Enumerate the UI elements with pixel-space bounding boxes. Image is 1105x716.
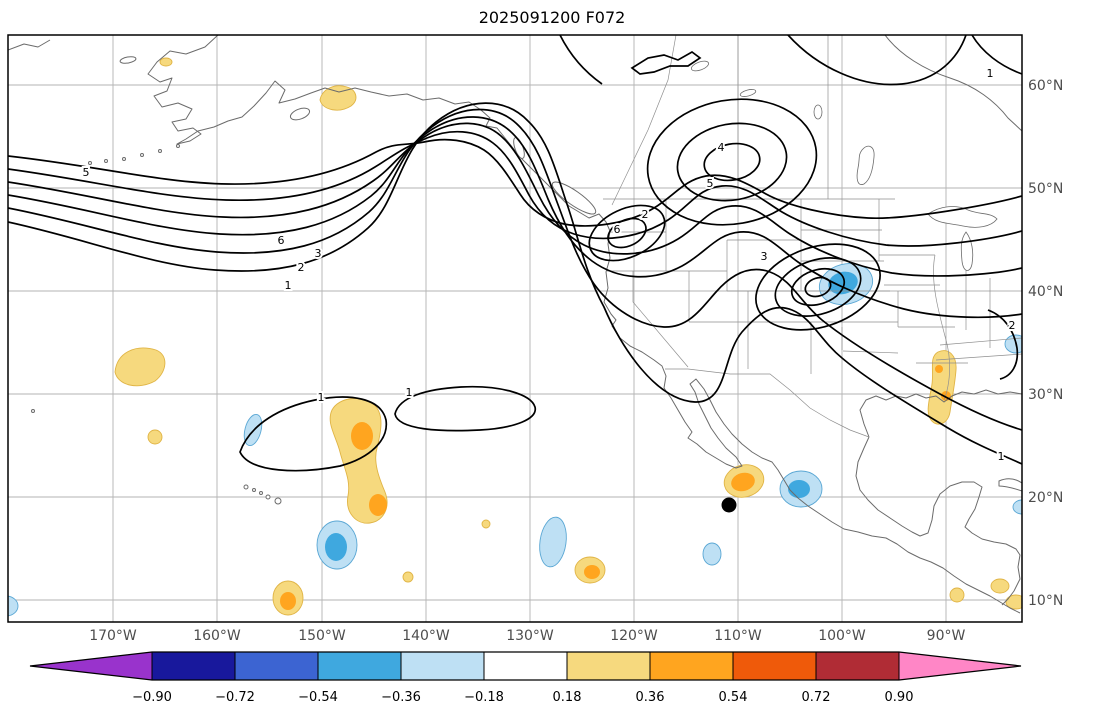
lake-athabasca — [739, 89, 757, 97]
colorbar-segment — [401, 652, 484, 680]
cbar-label: −0.54 — [298, 690, 338, 705]
lon-label: 160°W — [193, 628, 241, 644]
positive-anomaly-cores — [280, 365, 951, 610]
contour-lines — [8, 35, 1022, 472]
lakes — [691, 60, 998, 271]
contour-label: 1 — [318, 391, 325, 404]
lon-label: 150°W — [298, 628, 346, 644]
contour-label: 1 — [998, 450, 1005, 463]
cbar-label: −0.90 — [132, 690, 172, 705]
colorbar-outline — [29, 651, 1022, 681]
plot-title: 2025091200 F072 — [479, 8, 626, 27]
negative-anomaly-cores — [325, 271, 858, 561]
lon-label: 130°W — [506, 628, 554, 644]
contour-label: 2 — [298, 261, 305, 274]
map-frame — [7, 34, 1023, 623]
storm-marker — [721, 497, 737, 513]
cbar-label: −0.36 — [381, 690, 421, 705]
colorbar-dividers — [151, 652, 900, 680]
cbar-label: 0.36 — [636, 690, 665, 705]
colorbar-segment — [733, 652, 816, 680]
cbar-label: −0.18 — [464, 690, 504, 705]
longitude-axis: 170°W 160°W 150°W 140°W 130°W 120°W 110°… — [89, 628, 965, 644]
lon-label: 100°W — [818, 628, 866, 644]
island-speck — [31, 409, 35, 413]
colorbar-tick-labels: −0.90 −0.72 −0.54 −0.36 −0.18 0.18 0.36 … — [132, 690, 913, 705]
coastline-cuba — [998, 478, 1022, 492]
positive-anomaly-shading — [114, 57, 1022, 616]
coastline-pacific — [147, 35, 1021, 614]
cbar-label: 0.90 — [885, 690, 914, 705]
contour-label: 2 — [642, 208, 649, 221]
lat-label: 30°N — [1028, 387, 1063, 403]
lat-label: 50°N — [1028, 181, 1063, 197]
lat-label: 40°N — [1028, 284, 1063, 300]
colorbar-segment — [235, 652, 318, 680]
lon-label: 170°W — [89, 628, 137, 644]
anomaly-shading — [8, 57, 1022, 617]
colorbar-segment — [650, 652, 733, 680]
lake-winnipeg — [856, 145, 875, 185]
latitude-axis: 10°N 20°N 30°N 40°N 50°N 60°N — [1028, 78, 1063, 609]
lake-michigan — [960, 231, 974, 271]
contour-label: 5 — [83, 166, 90, 179]
cbar-label: 0.54 — [719, 690, 748, 705]
lon-label: 90°W — [927, 628, 966, 644]
cbar-label: −0.72 — [215, 690, 255, 705]
cbar-label: 0.72 — [802, 690, 831, 705]
colorbar-segment — [816, 652, 899, 680]
state-borders — [603, 35, 1022, 438]
contour-label: 1 — [406, 386, 413, 399]
lat-label: 10°N — [1028, 593, 1063, 609]
contour-label: 6 — [614, 223, 621, 236]
contour-label: 1 — [987, 67, 994, 80]
contour-label: 2 — [1009, 319, 1016, 332]
coastline-hudson-bay — [884, 35, 1022, 132]
lon-label: 120°W — [610, 628, 658, 644]
contour-label: 4 — [718, 141, 725, 154]
cbar-label: 0.18 — [553, 690, 582, 705]
coastline-gulf-caribbean — [855, 389, 1022, 606]
colorbar-segment — [484, 652, 567, 680]
contour-label: 3 — [315, 247, 322, 260]
lat-label: 60°N — [1028, 78, 1063, 94]
colorbar-segment — [318, 652, 401, 680]
lake-superior — [927, 206, 998, 228]
colorbar-segment — [152, 652, 235, 680]
contour-label: 1 — [285, 279, 292, 292]
lat-label: 20°N — [1028, 490, 1063, 506]
colorbar-extend-right — [899, 652, 1021, 680]
reindeer-lake — [813, 104, 823, 120]
kodiak-island — [289, 107, 311, 121]
great-slave-lake — [691, 60, 709, 72]
contour-labels: 5 6 3 2 1 6 2 4 5 3 1 1 2 1 1 — [81, 65, 1018, 465]
graticule-gridlines — [8, 35, 1022, 622]
aleutian-islands — [88, 144, 180, 165]
lon-label: 110°W — [714, 628, 762, 644]
colorbar-segment — [567, 652, 650, 680]
colorbar-extend-left — [30, 652, 152, 680]
st-lawrence-island — [119, 56, 137, 64]
contour-label: 5 — [707, 177, 714, 190]
coastline-chukotka — [8, 39, 51, 51]
lon-label: 140°W — [402, 628, 450, 644]
contour-label: 3 — [761, 250, 768, 263]
contour-label: 6 — [278, 234, 285, 247]
colorbar: −0.90 −0.72 −0.54 −0.36 −0.18 0.18 0.36 … — [29, 651, 1022, 705]
hawaii-islands — [243, 484, 282, 505]
